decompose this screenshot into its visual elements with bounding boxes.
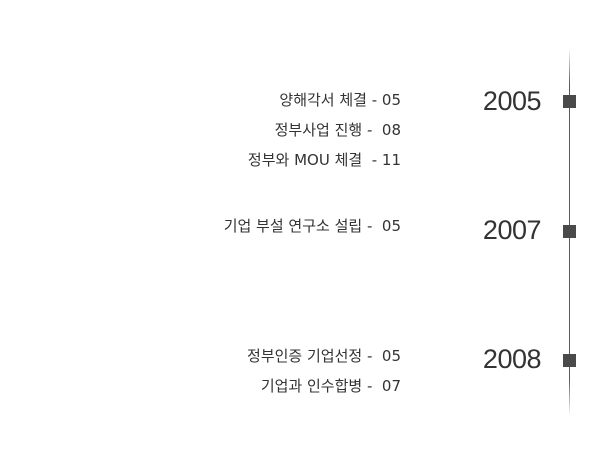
year-2005: 2005 [482, 86, 542, 116]
timeline-marker-2005 [563, 95, 576, 108]
timeline-marker-2007 [563, 225, 576, 238]
year-2007: 2007 [482, 215, 542, 245]
event-item: 양해각서 체결 - 05 [279, 91, 401, 109]
event-list-2005: 양해각서 체결 - 05 정부사업 진행 - 08 정부와 MOU 체결 - 1… [248, 85, 401, 175]
event-item: 기업 부설 연구소 설립 - 05 [223, 217, 401, 235]
timeline-marker-2008 [563, 354, 576, 367]
event-item: 정부와 MOU 체결 - 11 [247, 151, 401, 169]
event-item: 정부사업 진행 - 08 [274, 121, 401, 139]
year-2008: 2008 [482, 344, 542, 374]
event-list-2008: 정부인증 기업선정 - 05 기업과 인수합병 - 07 [247, 341, 401, 401]
event-item: 정부인증 기업선정 - 05 [247, 347, 401, 365]
event-list-2007: 기업 부설 연구소 설립 - 05 [224, 211, 401, 241]
event-item: 기업과 인수합병 - 07 [260, 377, 401, 395]
